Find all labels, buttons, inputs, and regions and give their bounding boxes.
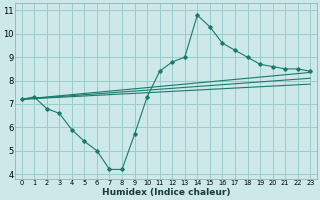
X-axis label: Humidex (Indice chaleur): Humidex (Indice chaleur) xyxy=(102,188,230,197)
